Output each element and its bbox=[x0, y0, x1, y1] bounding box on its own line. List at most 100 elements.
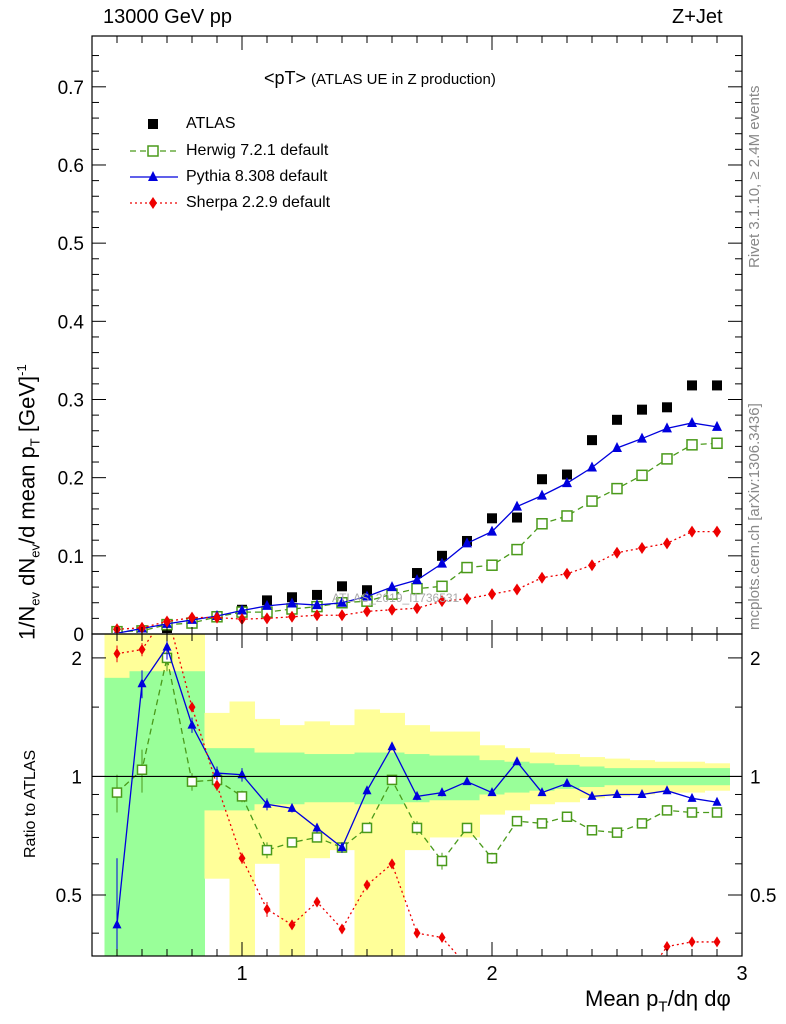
ratio-point bbox=[288, 919, 296, 931]
ratio-point bbox=[486, 852, 498, 864]
main-y-tick-label: 0.6 bbox=[58, 156, 84, 177]
main-data-point bbox=[612, 441, 622, 452]
ratio-point bbox=[711, 807, 723, 818]
ratio-point bbox=[338, 923, 346, 935]
ratio-point bbox=[287, 802, 297, 812]
main-y-tick-label: 0.4 bbox=[58, 312, 85, 333]
ratio-point bbox=[387, 741, 397, 751]
main-data-point bbox=[562, 469, 572, 480]
ratio-point bbox=[136, 764, 148, 775]
ratio-point bbox=[187, 719, 197, 729]
main-y-tick-label: 0.1 bbox=[58, 547, 84, 568]
ratio-point bbox=[561, 811, 573, 823]
main-data-point bbox=[711, 437, 723, 450]
ratio-series bbox=[92, 634, 742, 988]
main-y-tick-label: 0.3 bbox=[58, 390, 84, 411]
main-data-point bbox=[562, 477, 572, 488]
main-y-tick-label: 0.7 bbox=[58, 78, 84, 99]
main-data-point bbox=[561, 510, 573, 522]
main-data-point bbox=[436, 580, 448, 593]
ratio-point bbox=[337, 842, 347, 852]
main-data-point bbox=[461, 561, 473, 574]
x-tick-label: 2 bbox=[486, 963, 497, 985]
main-data-point bbox=[537, 474, 547, 485]
main-data-point bbox=[638, 542, 646, 555]
main-data-point bbox=[287, 592, 297, 603]
ratio-point bbox=[437, 787, 447, 797]
ratio-point bbox=[362, 785, 372, 795]
main-data-point bbox=[587, 461, 597, 472]
main-data-point bbox=[637, 432, 647, 443]
main-data-point bbox=[412, 574, 422, 585]
ratio-point bbox=[286, 837, 298, 848]
legend-marker bbox=[147, 145, 159, 157]
ratio-point bbox=[363, 879, 371, 891]
main-data-point bbox=[512, 512, 522, 523]
x-tick-label: 1 bbox=[236, 963, 247, 985]
main-data-point bbox=[312, 589, 322, 600]
ratio-point bbox=[436, 855, 448, 867]
legend-label-herwig: Herwig 7.2.1 default bbox=[186, 142, 329, 159]
ratio-point bbox=[238, 852, 246, 864]
main-data-point bbox=[636, 469, 648, 482]
main-data-point bbox=[413, 602, 421, 615]
main-data-point bbox=[586, 495, 598, 507]
ratio-point bbox=[438, 931, 446, 943]
main-data-point bbox=[488, 588, 496, 601]
ratio-point bbox=[487, 787, 497, 797]
rivet-version-label: Rivet 3.1.10, ≥ 2.4M events bbox=[746, 85, 763, 269]
ratio-point bbox=[687, 792, 697, 802]
main-data-point bbox=[287, 597, 297, 608]
ratio-point bbox=[661, 805, 673, 816]
ratio-point bbox=[462, 776, 472, 786]
main-series bbox=[111, 380, 723, 633]
header-right: Z+Jet bbox=[672, 6, 723, 28]
main-data-point bbox=[486, 559, 498, 571]
inner-band-bin bbox=[279, 752, 305, 805]
ratio-point bbox=[312, 822, 322, 832]
ratio-point bbox=[514, 977, 521, 988]
legend-marker bbox=[148, 171, 158, 181]
plot-title: <pT> (ATLAS UE in Z production) bbox=[264, 68, 496, 89]
main-data-point bbox=[637, 404, 647, 415]
main-data-point bbox=[163, 615, 171, 628]
x-tick-label: 3 bbox=[736, 963, 747, 985]
inner-band-bin bbox=[304, 754, 330, 803]
ratio-point bbox=[361, 822, 373, 834]
main-data-point bbox=[587, 435, 597, 446]
ratio-point bbox=[212, 767, 222, 777]
main-data-point bbox=[513, 583, 521, 596]
ratio-point bbox=[261, 844, 273, 856]
ratio-y-tick-label: 1 bbox=[71, 767, 82, 788]
main-data-point bbox=[536, 518, 548, 530]
main-data-point bbox=[438, 595, 446, 608]
ratio-point bbox=[587, 790, 597, 800]
main-data-point bbox=[463, 592, 471, 605]
ratio-point bbox=[411, 822, 423, 834]
main-data-point bbox=[537, 489, 547, 500]
ratio-point bbox=[137, 678, 147, 688]
main-data-point bbox=[712, 420, 722, 431]
main-data-point bbox=[512, 500, 522, 511]
main-data-point bbox=[288, 610, 296, 623]
ratio-point bbox=[236, 791, 248, 802]
ratio-point bbox=[263, 903, 271, 915]
legend-label-sherpa: Sherpa 2.2.9 default bbox=[186, 194, 331, 211]
ratio-point bbox=[539, 977, 546, 988]
ratio-point bbox=[562, 777, 572, 787]
ratio-point bbox=[413, 927, 421, 939]
ratio-y-tick-label: 2 bbox=[71, 649, 82, 670]
inner-band-bin bbox=[329, 754, 355, 803]
ratio-point bbox=[186, 776, 198, 787]
main-y-axis-label: 1/Nev dNev/d mean pT [GeV]-1 bbox=[14, 364, 43, 640]
legend-marker bbox=[148, 119, 158, 129]
ratio-y-axis-label: Ratio to ATLAS bbox=[22, 749, 39, 858]
main-data-point bbox=[362, 585, 372, 596]
main-data-point bbox=[462, 537, 472, 548]
main-data-point bbox=[412, 568, 422, 579]
ratio-point bbox=[712, 796, 722, 806]
ratio-point bbox=[461, 822, 473, 834]
ratio-point bbox=[636, 818, 648, 829]
main-data-point bbox=[611, 482, 623, 495]
